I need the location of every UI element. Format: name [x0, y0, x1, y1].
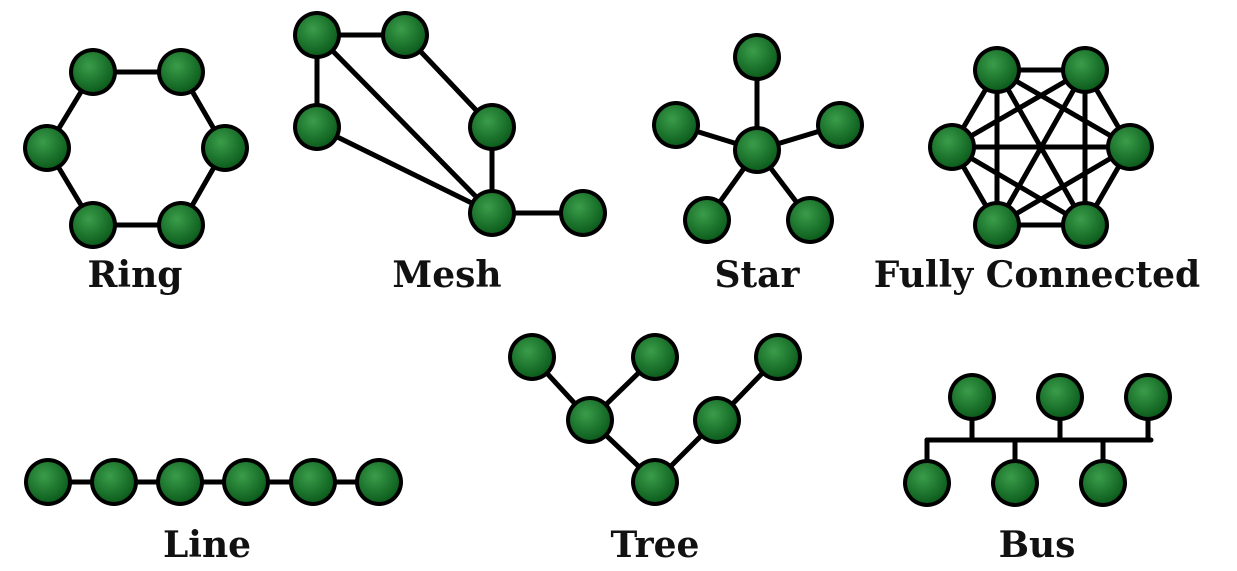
- node: [973, 46, 1021, 94]
- fully-connected-topology: Fully Connected: [874, 46, 1200, 296]
- node: [693, 396, 741, 444]
- bus-label: Bus: [999, 524, 1076, 566]
- node: [631, 458, 679, 506]
- node: [1061, 46, 1109, 94]
- node: [1061, 201, 1109, 249]
- fully-connected-label: Fully Connected: [874, 254, 1200, 296]
- node: [559, 189, 607, 237]
- tree-label: Tree: [611, 524, 700, 566]
- node: [293, 11, 341, 59]
- fully-connected-edges: [949, 67, 1133, 228]
- node: [631, 333, 679, 381]
- node: [222, 458, 270, 506]
- node: [24, 458, 72, 506]
- star-nodes: [652, 33, 864, 244]
- node: [156, 458, 204, 506]
- node: [355, 458, 403, 506]
- ring-nodes: [23, 48, 249, 249]
- node: [991, 459, 1039, 507]
- node: [23, 124, 71, 172]
- node: [566, 396, 614, 444]
- node: [90, 458, 138, 506]
- node: [381, 11, 429, 59]
- ring-edges: [44, 69, 228, 228]
- node: [157, 48, 205, 96]
- node: [1036, 373, 1084, 421]
- node: [468, 103, 516, 151]
- bus-topology: Bus: [903, 373, 1172, 566]
- node: [1106, 123, 1154, 171]
- mesh-nodes: [293, 11, 607, 237]
- node: [816, 101, 864, 149]
- line-nodes: [24, 458, 403, 506]
- node: [69, 201, 117, 249]
- tree-nodes: [508, 333, 802, 506]
- node: [201, 124, 249, 172]
- node: [157, 201, 205, 249]
- tree-topology: Tree: [508, 333, 802, 566]
- node: [508, 333, 556, 381]
- star-topology: Star: [652, 33, 864, 296]
- node: [468, 189, 516, 237]
- node: [289, 458, 337, 506]
- node: [733, 126, 781, 174]
- node: [786, 196, 834, 244]
- fully-connected-nodes: [928, 46, 1154, 249]
- node: [973, 201, 1021, 249]
- node: [683, 196, 731, 244]
- line-label: Line: [163, 524, 251, 566]
- mesh-edges: [314, 32, 586, 216]
- ring-topology: Ring: [23, 48, 249, 296]
- mesh-label: Mesh: [392, 254, 501, 296]
- line-topology: Line: [24, 458, 403, 566]
- node: [1124, 373, 1172, 421]
- bus-nodes: [903, 373, 1172, 507]
- ring-label: Ring: [88, 254, 183, 296]
- node: [948, 373, 996, 421]
- star-label: Star: [715, 254, 801, 296]
- node: [903, 459, 951, 507]
- node: [928, 123, 976, 171]
- node: [652, 101, 700, 149]
- node: [733, 33, 781, 81]
- node: [69, 48, 117, 96]
- mesh-topology: Mesh: [293, 11, 607, 296]
- node: [754, 333, 802, 381]
- node: [1079, 459, 1127, 507]
- node: [293, 103, 341, 151]
